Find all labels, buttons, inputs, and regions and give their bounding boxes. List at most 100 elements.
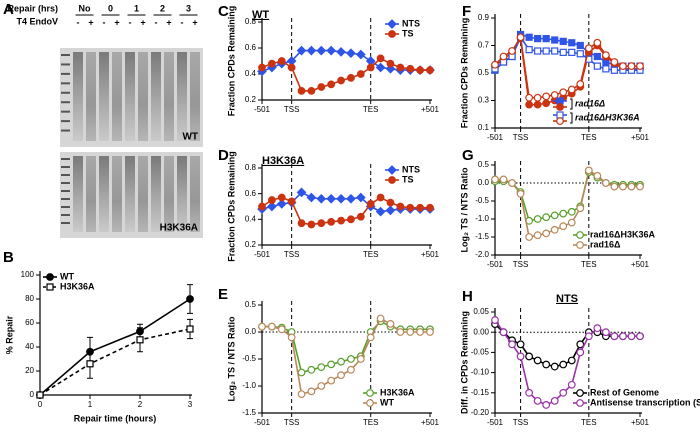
marker — [337, 371, 345, 380]
marker — [337, 357, 345, 366]
x-tick-label: TSS — [513, 260, 529, 269]
ladder-band — [61, 91, 70, 94]
marker — [627, 332, 636, 341]
enzyme-label: - — [129, 17, 132, 27]
marker — [584, 44, 593, 53]
x-tick-label: TES — [581, 260, 597, 269]
marker — [542, 35, 550, 43]
marker — [576, 241, 584, 249]
enzyme-label: - — [77, 17, 80, 27]
marker — [136, 336, 144, 344]
time-label: 2 — [160, 3, 165, 13]
enzyme-label: + — [140, 17, 145, 27]
marker — [551, 47, 559, 55]
marker — [533, 93, 542, 102]
marker — [627, 62, 636, 71]
legend-bracket — [570, 112, 573, 124]
marker — [610, 182, 619, 191]
ladder-band — [61, 166, 70, 168]
x-tick-label: +501 — [631, 418, 650, 427]
series-line — [495, 170, 640, 222]
marker — [376, 314, 385, 323]
marker — [347, 73, 355, 82]
marker — [416, 66, 425, 74]
x-tick-label: -501 — [254, 250, 271, 259]
enzyme-label: + — [192, 17, 197, 27]
x-tick-label: +501 — [421, 105, 440, 114]
gel-lane — [73, 52, 83, 141]
marker — [297, 390, 306, 399]
ladder-band — [61, 190, 70, 192]
marker — [306, 45, 317, 56]
marker — [601, 51, 610, 60]
time-label: No — [79, 3, 91, 13]
y-axis-label: Diff. in CPDs Remaining — [459, 311, 469, 414]
y-tick-label: 100 — [21, 270, 35, 279]
marker — [576, 50, 584, 58]
marker — [388, 30, 396, 38]
y-tick-label: 0.05 — [473, 307, 489, 316]
ladder-band — [61, 82, 70, 85]
y-tick-label: 0.00 — [473, 327, 489, 336]
marker — [307, 220, 316, 229]
legend-label: NTS — [402, 164, 420, 174]
marker — [533, 396, 542, 405]
y-axis-label: Log₂ TS / NTS Ratio — [459, 167, 469, 252]
marker — [516, 189, 525, 198]
marker — [516, 352, 525, 361]
marker — [297, 86, 306, 95]
marker — [316, 193, 327, 204]
legend-label: H3K36A — [380, 387, 415, 397]
x-tick-label: TSS — [284, 105, 300, 114]
marker — [347, 355, 355, 363]
y-tick-label: 60 — [25, 318, 34, 327]
marker — [567, 218, 576, 227]
marker — [533, 231, 542, 240]
ladder-band — [61, 222, 70, 224]
marker — [559, 388, 568, 397]
series-line — [262, 320, 430, 374]
marker — [559, 209, 568, 218]
ladder-band — [61, 182, 70, 184]
marker — [576, 80, 585, 88]
marker — [366, 389, 374, 397]
legend-label: WT — [60, 271, 74, 281]
marker — [627, 182, 636, 191]
marker — [542, 213, 551, 222]
marker — [346, 193, 356, 204]
legend-bracket — [570, 98, 573, 110]
x-tick-label: -501 — [254, 418, 271, 427]
marker — [550, 91, 559, 99]
panel-label: D — [218, 147, 229, 164]
marker — [327, 376, 336, 385]
y-tick-label: 40 — [25, 342, 34, 351]
marker — [525, 46, 533, 54]
y-tick-label: -0.10 — [471, 368, 490, 377]
marker — [601, 328, 610, 337]
marker — [307, 387, 316, 396]
legend-label: H3K36A — [60, 281, 95, 291]
x-tick-label: 2 — [138, 400, 143, 409]
gel-lane — [112, 156, 122, 232]
marker — [277, 325, 286, 334]
marker — [567, 380, 576, 389]
gel-label: WT — [182, 132, 198, 143]
y-tick-label: 80 — [25, 294, 34, 303]
gel-lane — [151, 52, 161, 141]
x-tick-label: +501 — [631, 133, 650, 142]
marker — [556, 97, 564, 105]
y-axis-label: Fraction CPDs Remaining — [226, 6, 236, 117]
marker — [610, 58, 619, 66]
y-tick-label: 0.5 — [245, 300, 257, 309]
marker — [406, 203, 415, 212]
gel-lane — [99, 52, 109, 141]
marker — [366, 399, 374, 407]
gel-lane — [177, 52, 187, 141]
marker — [426, 66, 434, 74]
marker — [593, 324, 602, 333]
legend-label: rad16Δ — [590, 239, 621, 249]
marker — [287, 333, 296, 342]
series-line — [261, 196, 430, 226]
marker — [317, 219, 326, 228]
marker — [525, 233, 534, 241]
